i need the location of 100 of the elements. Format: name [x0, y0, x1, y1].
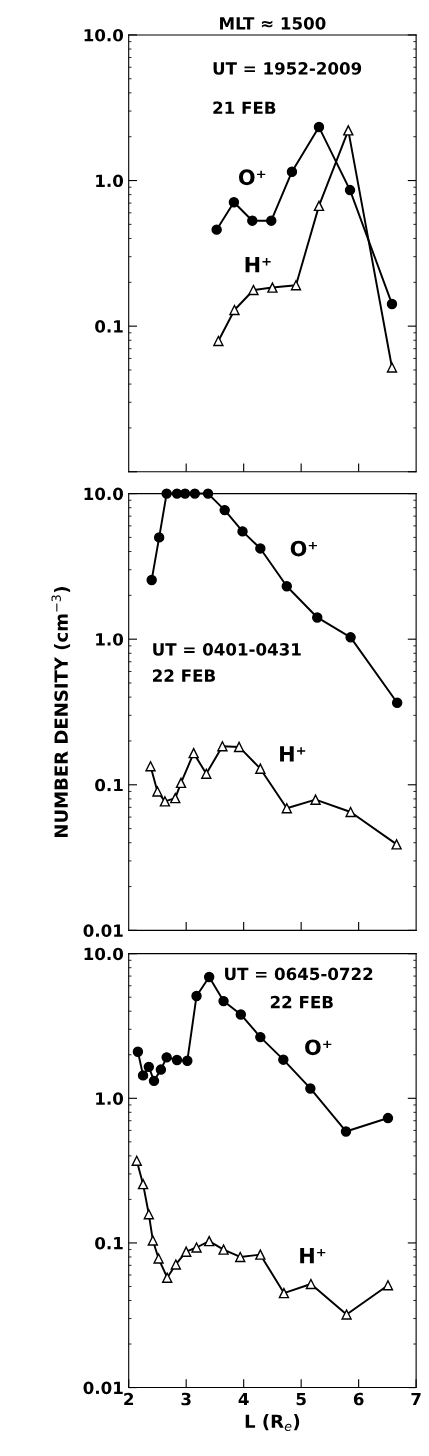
y-tick-label: 0.1 — [95, 320, 123, 333]
series-label: O⁺ — [290, 540, 317, 557]
point — [152, 786, 163, 797]
point — [386, 362, 398, 373]
point — [137, 1178, 149, 1190]
point — [182, 1055, 193, 1066]
annotation: 22 FEB — [270, 995, 333, 1009]
point — [248, 284, 259, 296]
point — [143, 1061, 155, 1073]
point — [267, 282, 278, 293]
chart-title: MLT ≈ 1500 — [220, 17, 326, 30]
annotation: UT = 0401-0431 — [153, 643, 301, 656]
point — [386, 298, 398, 310]
point — [382, 1280, 394, 1291]
y-tick-label: 10.0 — [84, 28, 124, 42]
point — [237, 526, 248, 537]
point — [281, 581, 292, 592]
point — [235, 1251, 246, 1263]
point — [147, 1235, 159, 1246]
x-tick-label: 3 — [181, 1392, 191, 1406]
point — [229, 304, 240, 316]
point — [305, 1278, 317, 1290]
y-tick-label: 0.1 — [95, 778, 123, 792]
y-tick-label: 1.0 — [96, 174, 124, 188]
point — [255, 1031, 266, 1043]
y-tick-label: 10.0 — [84, 947, 124, 961]
point — [278, 1287, 290, 1299]
point — [162, 1272, 173, 1283]
y-tick-label: 0.01 — [83, 1381, 123, 1395]
point — [341, 1309, 352, 1320]
point — [290, 280, 302, 291]
point — [170, 1259, 182, 1270]
point — [145, 761, 156, 772]
point — [278, 1054, 289, 1065]
point — [266, 215, 277, 226]
y-axis-title: NUMBER DENSITY (cm$^{−3}$) — [51, 587, 71, 837]
y-tick-label: 0.1 — [95, 1236, 123, 1250]
point — [153, 532, 165, 543]
point — [343, 125, 354, 136]
y-tick-label: 1.0 — [96, 633, 124, 646]
point — [382, 1112, 394, 1124]
series-label: H⁺ — [300, 1247, 326, 1264]
series-label: O⁺ — [305, 1039, 332, 1056]
point — [310, 794, 321, 805]
point — [391, 697, 403, 708]
point — [203, 971, 215, 983]
point — [255, 1249, 266, 1260]
point — [255, 763, 266, 774]
point — [228, 196, 240, 208]
annotation: 22 FEB — [153, 669, 215, 682]
point — [305, 1083, 316, 1094]
annotation: UT = 0645-0722 — [225, 967, 373, 981]
point — [211, 224, 222, 235]
point — [213, 335, 224, 347]
point — [281, 803, 292, 814]
point — [161, 1052, 172, 1063]
point — [340, 1126, 352, 1137]
point — [286, 166, 298, 177]
point — [137, 1070, 149, 1081]
point — [191, 990, 202, 1002]
x-tick-label: 7 — [411, 1392, 421, 1406]
point — [219, 504, 230, 516]
point — [235, 1009, 247, 1020]
x-axis-title: L (R$_{e}$) — [245, 1414, 300, 1431]
point — [217, 741, 228, 752]
point — [255, 543, 266, 554]
point — [191, 1242, 202, 1253]
point — [132, 1046, 144, 1057]
x-tick-label: 2 — [124, 1392, 134, 1406]
point — [312, 612, 323, 623]
series-label: H⁺ — [280, 746, 306, 762]
point — [203, 1235, 215, 1247]
point — [247, 215, 258, 226]
point — [175, 777, 187, 789]
point — [180, 1246, 192, 1257]
point — [345, 632, 356, 643]
point — [391, 839, 402, 850]
y-tick-label: 1.0 — [96, 1092, 124, 1105]
point — [170, 792, 181, 804]
point — [345, 806, 356, 818]
point — [313, 121, 325, 133]
point — [131, 1155, 142, 1166]
x-tick-label: 6 — [353, 1392, 364, 1406]
annotation: 21 FEB — [213, 101, 276, 114]
point — [143, 1208, 155, 1220]
point — [313, 200, 325, 212]
point — [188, 747, 199, 759]
point — [218, 995, 229, 1007]
x-tick-label: 4 — [238, 1392, 249, 1406]
point — [148, 1075, 160, 1087]
point — [218, 1244, 229, 1255]
point — [155, 1064, 167, 1075]
series-label: O⁺ — [238, 169, 266, 186]
point — [233, 741, 245, 753]
series-label: H⁺ — [245, 257, 271, 273]
point — [159, 796, 171, 807]
point — [201, 768, 212, 779]
y-tick-label: 10.0 — [84, 487, 124, 501]
point — [153, 1253, 164, 1264]
y-tick-label: 0.01 — [83, 924, 123, 937]
